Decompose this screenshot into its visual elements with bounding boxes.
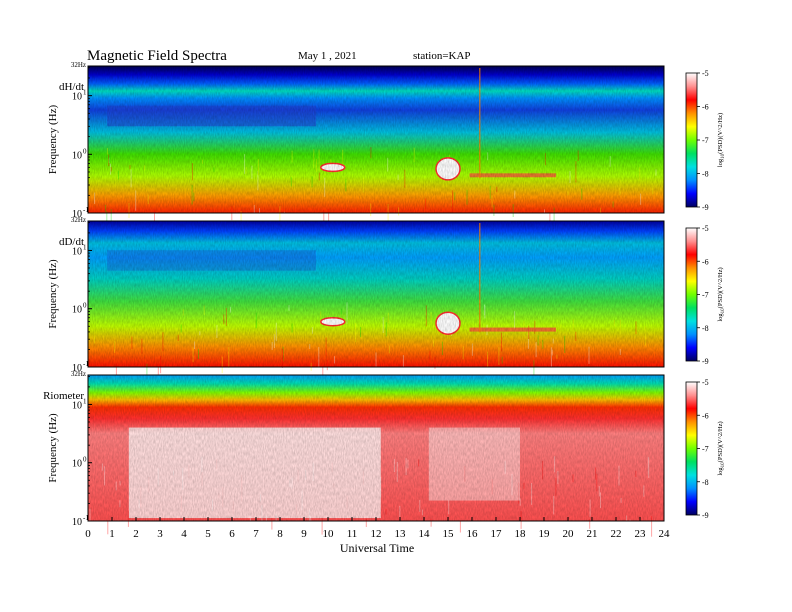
y-tick-exponent: 1 (83, 243, 87, 251)
colorbar-tick-label: -8 (702, 170, 709, 179)
colorbar-label: log10(PSD)(V^2/Hz) (717, 267, 726, 321)
x-tick-label: 23 (635, 528, 647, 540)
x-tick-label: 8 (277, 528, 283, 540)
colorbar-tick-label: -7 (702, 136, 709, 145)
colorbar-tick-label: -9 (702, 203, 709, 212)
colorbar-tick-label: -6 (702, 257, 709, 266)
colorbar-tick-label: -7 (702, 291, 709, 300)
x-tick-label: 3 (157, 528, 163, 540)
figure-title: Magnetic Field Spectra (87, 48, 227, 64)
x-tick-label: 4 (181, 528, 187, 540)
y-tick-label: 10 (72, 517, 82, 528)
y-tick-label: 10 (72, 209, 82, 220)
x-tick-label: 5 (205, 528, 211, 540)
colorbar-tick-label: -5 (702, 378, 709, 387)
colorbar (685, 381, 698, 516)
x-tick-label: 6 (229, 528, 235, 540)
x-tick-label: 15 (443, 528, 455, 540)
x-tick-label: 7 (253, 528, 259, 540)
x-tick-label: 2 (133, 528, 139, 540)
y-axis-label: Frequency (Hz) (47, 413, 59, 483)
y-axis-label: Frequency (Hz) (47, 259, 59, 329)
panel-label: dD/dt (59, 236, 84, 248)
colorbar-label: log10(PSD)(V^2/Hz) (717, 421, 726, 475)
colorbar-tick-label: -9 (702, 511, 709, 520)
x-axis-label: Universal Time (340, 541, 414, 555)
y-tick-exponent: 1 (83, 89, 87, 97)
x-tick-label: 9 (301, 528, 307, 540)
x-tick-label: 13 (395, 528, 407, 540)
panel-label: Riometer (43, 390, 84, 402)
x-tick-label: 17 (491, 528, 503, 540)
x-tick-label: 16 (467, 528, 479, 540)
x-tick-label: 12 (371, 528, 382, 540)
colorbar-label: log10(PSD)(V^2/Hz) (717, 113, 726, 167)
panel-label: dH/dt (59, 81, 84, 93)
top-frequency-label: 32Hz (71, 370, 86, 378)
x-tick-label: 11 (347, 528, 358, 540)
x-tick-label: 22 (611, 528, 622, 540)
colorbar-tick-label: -9 (702, 357, 709, 366)
station-label: station=KAP (413, 50, 471, 62)
x-tick-label: 24 (659, 528, 671, 540)
colorbar-tick-label: -6 (702, 103, 709, 112)
y-tick-label: 10 (72, 363, 82, 374)
x-tick-label: 19 (539, 528, 551, 540)
top-frequency-label: 32Hz (71, 216, 86, 224)
x-tick-label: 14 (419, 528, 431, 540)
y-tick-exponent: 0 (83, 147, 87, 155)
y-tick-exponent: -1 (83, 360, 89, 368)
y-tick-exponent: -1 (83, 206, 89, 214)
y-tick-exponent: 1 (83, 397, 87, 405)
x-tick-label: 1 (109, 528, 115, 540)
panel-frame (87, 65, 665, 214)
y-tick-label: 10 (72, 92, 82, 103)
colorbar-tick-label: -5 (702, 69, 709, 78)
y-tick-label: 10 (72, 246, 82, 257)
colorbar-tick-label: -6 (702, 411, 709, 420)
x-tick-label: 20 (563, 528, 575, 540)
date-label: May 1 , 2021 (298, 50, 357, 62)
y-tick-label: 10 (72, 400, 82, 411)
top-frequency-label: 32Hz (71, 61, 86, 69)
y-tick-label: 10 (72, 150, 82, 161)
y-tick-label: 10 (72, 305, 82, 316)
y-tick-exponent: -1 (83, 514, 89, 522)
y-axis-label: Frequency (Hz) (47, 105, 59, 175)
y-tick-label: 10 (72, 459, 82, 470)
colorbar (685, 72, 698, 208)
x-tick-label: 10 (323, 528, 335, 540)
x-tick-label: 21 (587, 528, 598, 540)
colorbar (685, 227, 698, 362)
y-tick-exponent: 0 (83, 456, 87, 464)
colorbar-tick-label: -8 (702, 324, 709, 333)
x-tick-label: 0 (85, 528, 91, 540)
panel-frame (87, 220, 665, 368)
colorbar-tick-label: -7 (702, 445, 709, 454)
y-tick-exponent: 0 (83, 302, 87, 310)
colorbar-tick-label: -5 (702, 224, 709, 233)
x-axis: 0 1 2 3 4 5 6 7 8 9 10 11 12 13 14 15 16 17 18 19 20 21 22 23 24 (85, 517, 670, 540)
x-tick-label: 18 (515, 528, 527, 540)
colorbar-tick-label: -8 (702, 478, 709, 487)
